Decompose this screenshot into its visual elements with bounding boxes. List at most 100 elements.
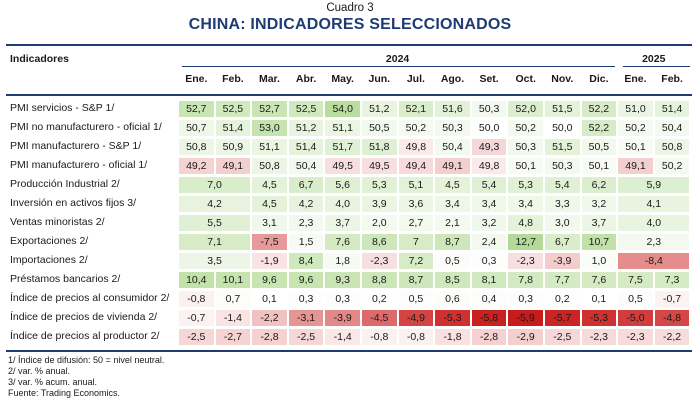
table-cell: -5,0 (618, 310, 653, 326)
table-cell: 3,0 (545, 215, 580, 231)
table-cell: 1,8 (325, 253, 360, 269)
table-cell: 0,5 (398, 291, 434, 307)
year-2024-header: 2024 (385, 53, 410, 65)
table-cell: 52,2 (581, 120, 617, 136)
table-cell: 4,2 (179, 196, 251, 212)
table-cell: 7,5 (618, 272, 653, 288)
table-cell: 51,5 (545, 139, 580, 155)
row-label: PMI manufacturero - S&P 1/ (10, 140, 142, 152)
table-cell: 3,5 (179, 253, 251, 269)
row-label: Ventas minoristas 2/ (10, 216, 105, 228)
table-cell: 6,7 (545, 234, 580, 250)
table-cell: 51,4 (215, 120, 251, 136)
table-cell: 0,5 (435, 253, 470, 269)
table-cell: 49,2 (179, 158, 214, 174)
table-cell: 49,1 (215, 158, 251, 174)
table-cell: 50,8 (252, 158, 287, 174)
month-header: Abr. (295, 73, 317, 85)
table-cell: 49,4 (398, 158, 434, 174)
table-cell: -2,3 (581, 329, 617, 345)
table-cell: 8,4 (288, 253, 324, 269)
table-cell: 51,4 (288, 139, 324, 155)
footnotes: 1/ Índice de difusión: 50 = nivel neutra… (8, 355, 164, 399)
table-cell: 9,6 (288, 272, 324, 288)
table-cell: 8,1 (471, 272, 507, 288)
table-cell: 0,3 (471, 253, 507, 269)
table-cell: -0,7 (179, 310, 214, 326)
month-header: Feb. (222, 73, 244, 85)
table-cell: 7,8 (508, 272, 543, 288)
table-cell: 0,1 (581, 291, 617, 307)
table-cell: -1,9 (252, 253, 287, 269)
table-cell: 51,1 (252, 139, 287, 155)
table-cell: 51,5 (545, 101, 580, 117)
table-cell: 3,9 (362, 196, 397, 212)
table-cell: 7,1 (179, 234, 251, 250)
table-cell: 50,1 (581, 158, 617, 174)
table-cell: 2,7 (398, 215, 434, 231)
table-cell: 7,7 (545, 272, 580, 288)
top-rule (6, 44, 692, 46)
table-cell: -5,9 (508, 310, 543, 326)
row-label: Exportaciones 2/ (10, 235, 89, 247)
table-cell: -3,9 (545, 253, 580, 269)
table-cell: 52,7 (252, 101, 287, 117)
table-cell: -4,9 (398, 310, 434, 326)
table-cell: -5,7 (545, 310, 580, 326)
table-cell: 51,1 (325, 120, 360, 136)
table-cell: -2,3 (618, 329, 653, 345)
table-cell: 4,5 (435, 177, 470, 193)
table-cell: -1,8 (435, 329, 470, 345)
indicator-column-header: Indicadores (10, 53, 69, 65)
table-cell: 1,5 (288, 234, 324, 250)
footnote: 3/ var. % acum. anual. (8, 377, 98, 387)
table-cell: 52,5 (288, 101, 324, 117)
table-cell: 2,3 (618, 234, 690, 250)
table-cell: 50,0 (471, 120, 507, 136)
table-cell: 0,2 (545, 291, 580, 307)
month-header: Ene. (185, 73, 208, 85)
table-cell: 51,4 (654, 101, 690, 117)
table-cell: 51,7 (325, 139, 360, 155)
table-cell: 7 (398, 234, 434, 250)
table-cell: 3,2 (581, 196, 617, 212)
table-cell: -4,8 (654, 310, 690, 326)
table-cell: 51,6 (435, 101, 470, 117)
month-header: May. (331, 73, 354, 85)
year-2024-rule (182, 66, 616, 67)
table-cell: 12,7 (508, 234, 543, 250)
table-cell: 50,3 (435, 120, 470, 136)
table-cell: 3,4 (435, 196, 470, 212)
table-cell: 10,7 (581, 234, 617, 250)
row-label: Índice de precios de vivienda 2/ (10, 311, 158, 323)
table-cell: -0,7 (654, 291, 690, 307)
table-cell: 2,4 (471, 234, 507, 250)
table-cell: 50,2 (508, 120, 543, 136)
table-cell: 4,1 (618, 196, 690, 212)
table-cell: -1,4 (325, 329, 360, 345)
table-cell: -3,9 (325, 310, 360, 326)
table-cell: 50,8 (179, 139, 214, 155)
year-2025-rule (623, 66, 691, 67)
table-cell: 0,1 (252, 291, 287, 307)
table-cell: -7,5 (252, 234, 287, 250)
table-number: Cuadro 3 (326, 2, 374, 14)
row-label: Índice de precios al productor 2/ (10, 330, 160, 342)
table-cell: 51,8 (362, 139, 397, 155)
row-label: Préstamos bancarios 2/ (10, 273, 121, 285)
table-cell: -4,5 (362, 310, 397, 326)
table-cell: 52,5 (215, 101, 251, 117)
table-cell: 4,0 (618, 215, 690, 231)
table-title: CHINA: INDICADORES SELECCIONADOS (188, 16, 512, 33)
table-cell: 52,0 (508, 101, 543, 117)
table-cell: 4,8 (508, 215, 543, 231)
month-header: Feb. (661, 73, 683, 85)
table-cell: 4,2 (288, 196, 324, 212)
table-cell: 50,3 (508, 139, 543, 155)
table-cell: -2,9 (508, 329, 543, 345)
table-cell: 5,4 (545, 177, 580, 193)
table-cell: -2,2 (654, 329, 690, 345)
table-cell: 50,5 (362, 120, 397, 136)
table-cell: 49,5 (325, 158, 360, 174)
table-cell: 8,5 (435, 272, 470, 288)
